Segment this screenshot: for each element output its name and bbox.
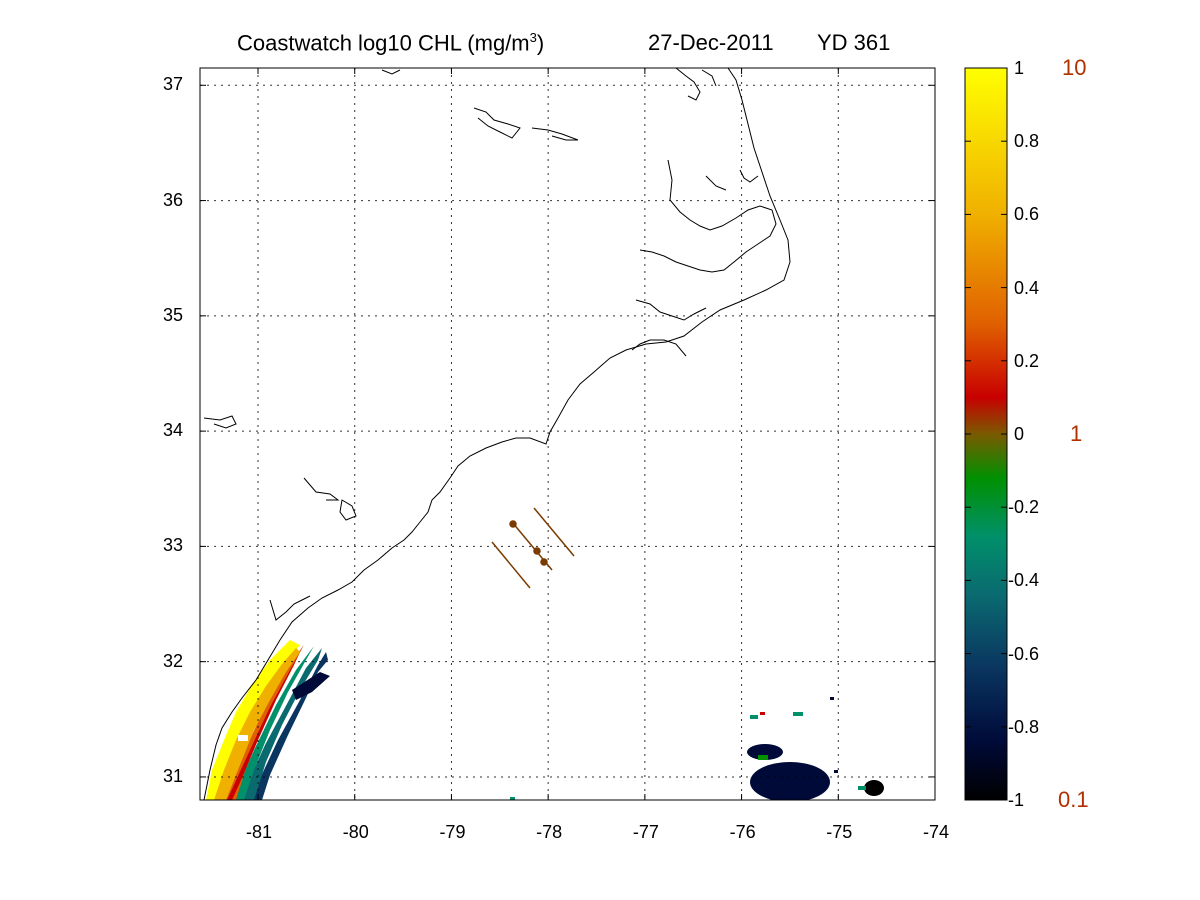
x-tick-label: -81 — [246, 822, 273, 842]
colorbar-tick-label: 0.8 — [1014, 131, 1040, 152]
colorbar-concentration-label: 10 — [1062, 55, 1087, 80]
y-tick-label: 37 — [163, 74, 184, 95]
x-tick-label: -78 — [536, 822, 563, 842]
chlorophyll-data-layer — [206, 640, 884, 800]
colorbar-tick-label: -0.4 — [1008, 570, 1040, 591]
colorbar-tick-label: -0.6 — [1008, 643, 1040, 664]
x-tick-label: -79 — [439, 822, 466, 842]
y-tick-label: 32 — [163, 650, 184, 671]
map-title-yearday: YD 361 — [817, 30, 891, 55]
map-frame — [199, 67, 936, 801]
colorbar-tick-label: 0.4 — [1014, 277, 1040, 298]
x-tick-label: -80 — [342, 822, 369, 842]
colorbar-tick-label: -0.2 — [1008, 497, 1040, 518]
map-title-product: Coastwatch log10 CHL (mg/m3) — [237, 30, 544, 56]
y-tick-label: 34 — [163, 420, 184, 441]
x-tick-label: -74 — [923, 822, 950, 842]
colorbar-tick-label: -0.8 — [1008, 716, 1040, 737]
colorbar-ticks — [965, 67, 1007, 801]
coastline — [203, 68, 791, 800]
colorbar-tick-label: -1 — [1008, 790, 1025, 810]
x-tick-label: -77 — [632, 822, 659, 842]
graticule-grid — [200, 68, 935, 800]
y-tick-label: 36 — [163, 189, 184, 210]
title-text: Coastwatch log10 CHL (mg/m — [237, 30, 530, 56]
axis-ticks — [200, 68, 936, 800]
survey-tracks — [491, 507, 575, 589]
colorbar-tick-label: 0.6 — [1014, 204, 1040, 225]
title-close: ) — [536, 30, 545, 56]
title-superscript: 3 — [529, 30, 537, 45]
y-tick-label: 35 — [163, 304, 184, 325]
colorbar — [964, 67, 1008, 801]
y-tick-label: 31 — [163, 765, 184, 786]
colorbar-tick-label: 1 — [1014, 58, 1025, 78]
y-tick-label: 33 — [163, 535, 184, 556]
map-title-date: 27-Dec-2011 — [648, 30, 774, 55]
x-tick-label: -75 — [826, 822, 853, 842]
x-tick-label: -76 — [729, 822, 756, 842]
colorbar-concentration-label: 1 — [1070, 421, 1083, 446]
colorbar-tick-label: 0.2 — [1014, 350, 1040, 371]
colorbar-tick-label: 0 — [1014, 424, 1025, 444]
colorbar-concentration-label: 0.1 — [1058, 787, 1089, 812]
